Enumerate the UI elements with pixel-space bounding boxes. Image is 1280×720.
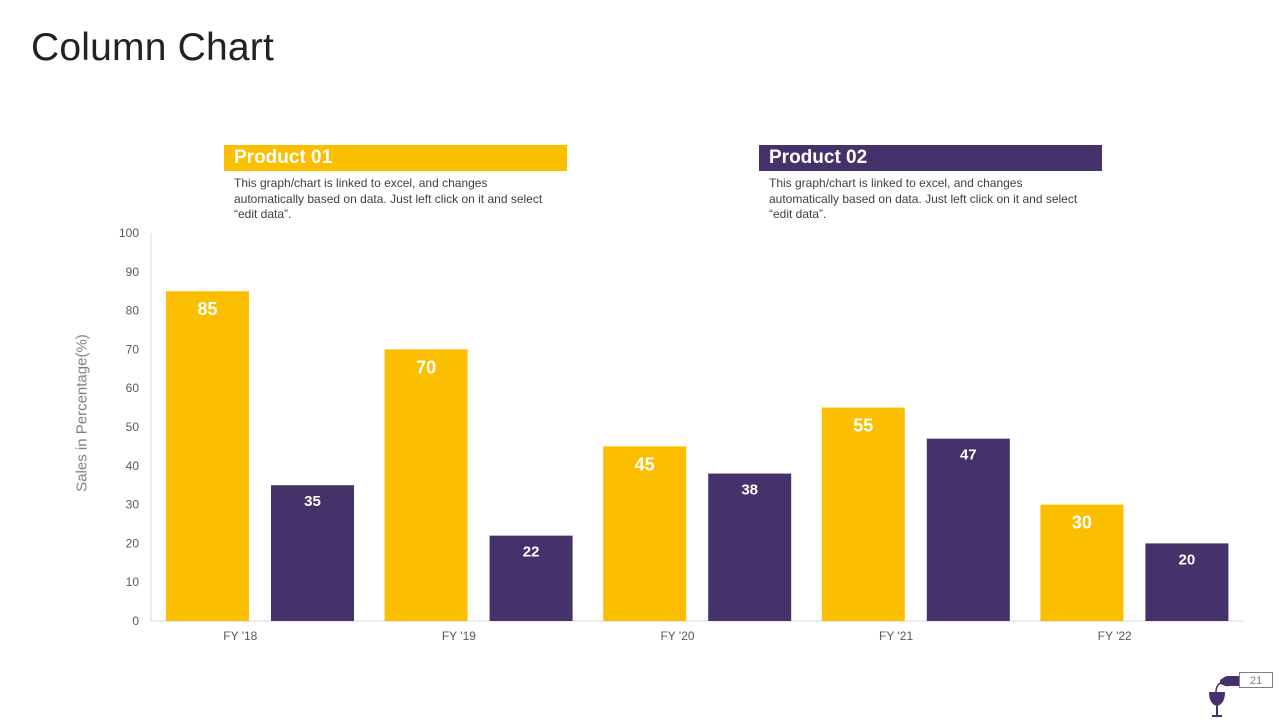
data-label: 20 [1179, 551, 1196, 568]
bar-product-02 [926, 438, 1010, 621]
y-tick-label: 10 [126, 575, 140, 589]
x-tick-label: FY '19 [442, 629, 476, 643]
y-tick-label: 60 [126, 381, 140, 395]
data-label: 30 [1072, 513, 1092, 533]
legend-header-product-01: Product 01 [224, 145, 567, 171]
page-title: Column Chart [31, 26, 274, 69]
y-tick-label: 40 [126, 459, 140, 473]
x-tick-label: FY '20 [660, 629, 694, 643]
legend-product-01: Product 01 This graph/chart is linked to… [224, 145, 567, 223]
legend-header-product-02: Product 02 [759, 145, 1102, 171]
bar-product-01 [166, 291, 249, 621]
y-tick-label: 70 [126, 342, 140, 356]
bar-product-01 [1040, 504, 1124, 621]
data-label: 38 [741, 482, 758, 499]
legend-product-02: Product 02 This graph/chart is linked to… [759, 145, 1102, 223]
bar-product-02 [708, 473, 792, 621]
data-label: 55 [853, 416, 873, 436]
bar-product-01 [603, 446, 687, 621]
legend-description-product-02: This graph/chart is linked to excel, and… [769, 176, 1078, 221]
bar-product-02 [271, 485, 354, 621]
y-tick-label: 20 [126, 536, 140, 550]
page-number: 21 [1239, 672, 1273, 688]
data-label: 22 [523, 544, 540, 561]
y-tick-label: 0 [132, 614, 139, 628]
x-tick-label: FY '18 [223, 629, 257, 643]
y-tick-label: 80 [126, 304, 140, 318]
legend-description-product-01: This graph/chart is linked to excel, and… [234, 176, 543, 221]
data-label: 45 [635, 454, 655, 474]
bar-product-01 [384, 349, 468, 621]
bar-product-01 [821, 407, 905, 621]
data-label: 85 [197, 299, 217, 319]
y-tick-label: 30 [126, 498, 140, 512]
data-label: 47 [960, 447, 977, 464]
bar-product-02 [1145, 543, 1229, 621]
y-tick-label: 90 [126, 265, 140, 279]
wine-bottle-glass-icon [1209, 676, 1239, 717]
y-tick-label: 100 [119, 226, 139, 240]
bar-product-02 [489, 535, 573, 621]
x-tick-label: FY '21 [879, 629, 913, 643]
y-tick-label: 50 [126, 420, 140, 434]
x-tick-label: FY '22 [1098, 629, 1132, 643]
data-label: 35 [304, 493, 321, 510]
data-label: 70 [416, 357, 436, 377]
